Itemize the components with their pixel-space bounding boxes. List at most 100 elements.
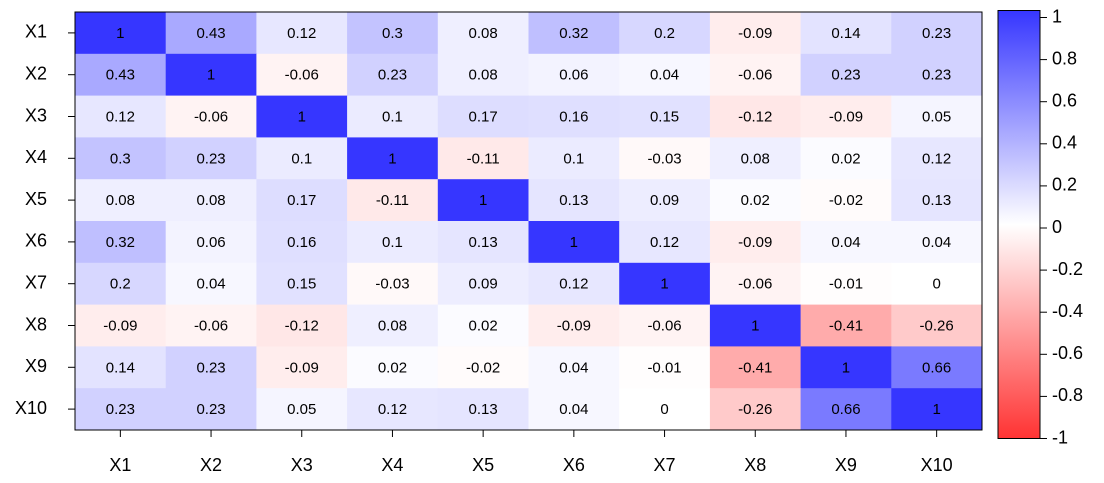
cell-label: 0.15 <box>650 108 679 125</box>
cell <box>165 304 257 347</box>
cell <box>709 346 802 389</box>
cell <box>256 262 348 306</box>
cell-label: 1 <box>479 192 487 209</box>
y-tick-label: X8 <box>25 314 47 334</box>
cell-label: 0 <box>660 401 668 418</box>
cell <box>800 53 892 97</box>
cell-label: 1 <box>298 108 306 125</box>
cell <box>528 388 620 431</box>
cell-label: 0.04 <box>922 234 951 251</box>
x-tick-label: X10 <box>921 455 953 475</box>
cell <box>528 221 620 264</box>
cell-label: 0.23 <box>196 401 225 418</box>
cell <box>165 346 257 389</box>
cell-label: 1 <box>116 25 124 42</box>
cell <box>437 137 529 180</box>
cell <box>528 304 620 347</box>
cell-label: 0.06 <box>196 234 225 251</box>
cell-label: 0.02 <box>741 192 770 209</box>
cell <box>256 12 348 55</box>
cell <box>437 346 529 389</box>
colorbar-tick-label: -0.4 <box>1052 301 1083 321</box>
cell-label: 0.16 <box>559 108 588 125</box>
cell-label: 0.02 <box>378 359 407 376</box>
cell-label: -0.09 <box>285 359 319 376</box>
cell-label: 0.13 <box>469 401 498 418</box>
cell-label: -0.41 <box>738 359 772 376</box>
cell <box>800 262 892 306</box>
cell-label: 0.13 <box>559 192 588 209</box>
colorbar-tick-label: 0.2 <box>1052 175 1077 195</box>
cell-label: 0.23 <box>831 67 860 84</box>
cell-label: 0.1 <box>291 150 312 167</box>
cell <box>165 262 257 306</box>
cell-label: 0.06 <box>559 67 588 84</box>
x-tick-label: X4 <box>381 455 403 475</box>
y-tick-label: X6 <box>25 231 47 251</box>
cell-label: -0.09 <box>557 317 591 334</box>
cell-label: 0.23 <box>196 359 225 376</box>
cell <box>619 95 711 138</box>
cell-label: 0.66 <box>831 401 860 418</box>
colorbar-tick-label: -0.2 <box>1052 259 1083 279</box>
plot-frame <box>74 11 983 431</box>
cell <box>619 346 711 389</box>
cell-label: 0.17 <box>287 192 316 209</box>
colorbar-tick-label: 1 <box>1052 6 1062 26</box>
cell-label: 0.1 <box>382 108 403 125</box>
cell <box>891 304 983 347</box>
cell-label: 0 <box>932 276 940 293</box>
cell-label: 0.02 <box>831 150 860 167</box>
cell <box>891 262 983 306</box>
cell-label: 0.12 <box>559 276 588 293</box>
cell-label: 0.15 <box>287 276 316 293</box>
cell-label: 0.02 <box>469 317 498 334</box>
cell <box>75 262 167 306</box>
colorbar-tick-label: 0.6 <box>1052 90 1077 110</box>
y-tick-label: X1 <box>25 22 47 42</box>
y-tick-label: X4 <box>25 147 47 167</box>
cell-label: 0.1 <box>382 234 403 251</box>
cell-label: 0.3 <box>382 25 403 42</box>
x-tick-label: X7 <box>654 455 676 475</box>
cell <box>891 179 983 222</box>
cell-label: -0.09 <box>738 25 772 42</box>
cell-label: 0.13 <box>469 234 498 251</box>
x-tick-label: X1 <box>109 455 131 475</box>
cell <box>709 53 802 97</box>
cell <box>75 12 167 55</box>
cell <box>891 137 983 180</box>
cell <box>165 137 257 180</box>
cell <box>619 388 711 431</box>
cell <box>709 221 802 264</box>
cell-label: 0.12 <box>922 150 951 167</box>
cell <box>347 95 439 138</box>
colorbar-tick-label: -0.8 <box>1052 385 1083 405</box>
cell <box>709 95 802 138</box>
cell-label: 0.13 <box>922 192 951 209</box>
cell <box>256 137 348 180</box>
cell-label: -0.06 <box>647 317 681 334</box>
cell <box>347 304 439 347</box>
cell-label: 0.08 <box>469 67 498 84</box>
cell <box>528 53 620 97</box>
colorbar-tick-label: -0.6 <box>1052 343 1083 363</box>
cell <box>619 304 711 347</box>
cell-label: 0.08 <box>378 317 407 334</box>
cell <box>437 179 529 222</box>
cell-label: 0.23 <box>922 25 951 42</box>
cell-label: 0.09 <box>650 192 679 209</box>
y-tick-label: X9 <box>25 356 47 376</box>
cell <box>75 53 167 97</box>
cell <box>891 53 983 97</box>
cell-label: -0.09 <box>829 108 863 125</box>
cell-label: 0.23 <box>196 150 225 167</box>
cell <box>347 388 439 431</box>
x-tick-label: X8 <box>744 455 766 475</box>
cell-label: 0.04 <box>559 401 588 418</box>
cell-label: 0.05 <box>287 401 316 418</box>
cell-label: 0.08 <box>741 150 770 167</box>
cell <box>528 179 620 222</box>
cell-label: 1 <box>388 150 396 167</box>
x-tick-label: X2 <box>200 455 222 475</box>
